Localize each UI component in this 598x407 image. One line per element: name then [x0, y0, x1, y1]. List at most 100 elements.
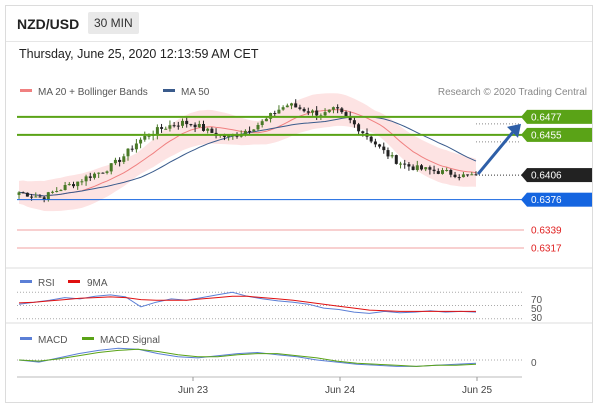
candle-body — [264, 118, 268, 122]
legend-9ma-label: 9MA — [87, 278, 108, 289]
rsi-line — [18, 291, 477, 314]
candle-body — [386, 150, 390, 157]
research-credit: Research © 2020 Trading Central — [438, 87, 587, 98]
level-tag-pointer — [521, 109, 527, 124]
level-label-0.6339: 0.6339 — [531, 226, 562, 237]
candle-body — [181, 120, 184, 126]
chart-header: NZD/USD 30 MIN — [6, 6, 592, 42]
rsi-tick-50: 50 — [531, 304, 543, 315]
forecast-arrow-head — [507, 123, 521, 138]
candle-body — [193, 124, 197, 128]
candle-body — [420, 165, 423, 170]
candle-body — [441, 170, 444, 174]
chart-frame: NZD/USD 30 MIN Thursday, June 25, 2020 1… — [5, 5, 593, 403]
candle-body — [290, 103, 293, 106]
currency-pair: NZD/USD — [17, 16, 80, 32]
level-tag-0.6455 — [527, 127, 592, 142]
candle-body — [197, 124, 201, 128]
candle-body — [256, 125, 260, 130]
candle-body — [55, 191, 59, 192]
level-tag-pointer — [521, 168, 527, 183]
chart-datetime: Thursday, June 25, 2020 12:13:59 AM CET — [19, 47, 259, 61]
candle-body — [118, 159, 122, 162]
candle-body — [281, 107, 285, 110]
candle-body — [461, 174, 465, 178]
rsi-tick-70: 70 — [531, 295, 543, 306]
level-label-0.6455: 0.6455 — [531, 130, 562, 141]
candle-body — [21, 192, 25, 194]
candle-body — [344, 112, 348, 117]
candle-body — [202, 124, 205, 131]
candle-body — [294, 103, 298, 108]
candle-body — [42, 197, 46, 200]
candle-body — [357, 124, 361, 132]
candle-body — [168, 125, 172, 129]
candle-body — [373, 141, 377, 145]
rsi-panel — [17, 291, 524, 320]
candle-body — [457, 177, 461, 179]
candle-body — [436, 171, 440, 174]
candle-body — [147, 135, 151, 137]
candle-body — [122, 156, 126, 162]
macd-tick-0: 0 — [531, 358, 537, 369]
candle-body — [38, 196, 42, 198]
candle-body — [80, 181, 84, 183]
level-tag-0.6406 — [527, 168, 592, 183]
candle-body — [277, 109, 281, 114]
candle-body — [248, 130, 252, 132]
legend-ma50-label: MA 50 — [181, 87, 210, 98]
legend-macd-signal-label: MACD Signal — [100, 335, 160, 346]
candle-body — [348, 116, 352, 121]
candle-body — [206, 128, 210, 131]
legend-rsi-label: RSI — [38, 278, 55, 289]
candle-body — [327, 109, 331, 113]
legend-rsi-swatch — [20, 280, 32, 283]
candle-body — [189, 124, 193, 126]
candle-body — [227, 135, 231, 137]
candle-body — [382, 146, 386, 151]
candle-body — [109, 163, 113, 172]
ma20-line — [18, 109, 477, 197]
candle-body — [243, 130, 247, 135]
candle-body — [30, 196, 34, 198]
legend-macd-label: MACD — [38, 335, 67, 346]
candle-body — [445, 170, 449, 171]
legend-macd-swatch — [20, 337, 32, 340]
candle-body — [302, 108, 306, 112]
candle-body — [449, 170, 453, 175]
candle-body — [88, 176, 92, 178]
legend-ma20-label: MA 20 + Bollinger Bands — [38, 87, 148, 98]
candle-body — [306, 111, 310, 113]
candle-body — [51, 191, 54, 193]
candle-body — [407, 164, 411, 167]
candle-body — [93, 173, 96, 178]
candle-body — [390, 155, 394, 157]
candle-body — [319, 115, 323, 117]
candle-body — [352, 120, 356, 125]
level-label-0.6406: 0.6406 — [531, 171, 562, 182]
candlestick-panel — [17, 93, 478, 212]
candle-body — [399, 163, 402, 165]
candle-body — [378, 144, 382, 147]
price-levels: 0.6477 0.6455 0.6406 0.6376 0.6339 0.6317 — [17, 109, 592, 255]
candle-body — [72, 184, 75, 187]
candle-body — [298, 107, 302, 109]
level-tag-0.6376 — [527, 192, 592, 207]
x-tick-jun24: Jun 24 — [325, 385, 355, 396]
candle-body — [130, 148, 134, 150]
interval-badge[interactable]: 30 MIN — [88, 12, 139, 34]
candle-body — [25, 192, 29, 197]
candle-body — [17, 192, 21, 195]
bollinger-band-area — [19, 93, 476, 212]
candle-body — [59, 190, 63, 192]
x-tick-jun23: Jun 23 — [178, 385, 208, 396]
level-label-0.6376: 0.6376 — [531, 195, 562, 206]
candle-body — [134, 143, 138, 150]
candle-body — [113, 159, 117, 164]
candle-body — [235, 135, 239, 137]
legend-ma20-swatch — [20, 89, 32, 92]
level-label-0.6477: 0.6477 — [531, 112, 562, 123]
candle-body — [63, 185, 67, 190]
candle-body — [369, 136, 373, 142]
